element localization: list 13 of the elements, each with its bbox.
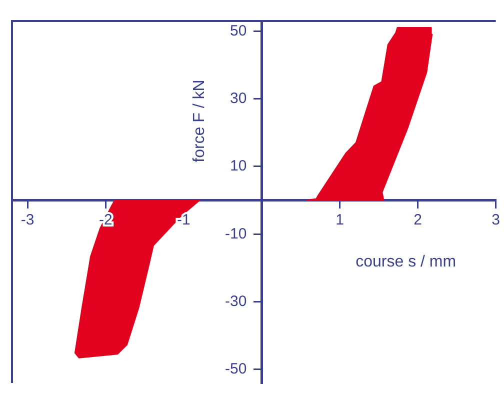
- y-tick-label: 50: [230, 22, 262, 40]
- y-tick-label: 10: [230, 158, 262, 175]
- y-tick-label: 30: [230, 90, 262, 107]
- y-tick-label: -10: [225, 225, 262, 242]
- x-tick-label: -1: [177, 211, 190, 228]
- x-tick-label: -3: [20, 211, 34, 228]
- x-tick-label: 2: [414, 211, 422, 228]
- y-axis-title: force F / kN: [191, 80, 208, 162]
- x-axis-title: course s / mm: [356, 254, 456, 271]
- x-tick-label: 3: [492, 211, 500, 228]
- y-tick-label: -30: [225, 292, 262, 310]
- x-tick-label: 1: [336, 211, 344, 228]
- y-tick-label: -50: [225, 360, 262, 378]
